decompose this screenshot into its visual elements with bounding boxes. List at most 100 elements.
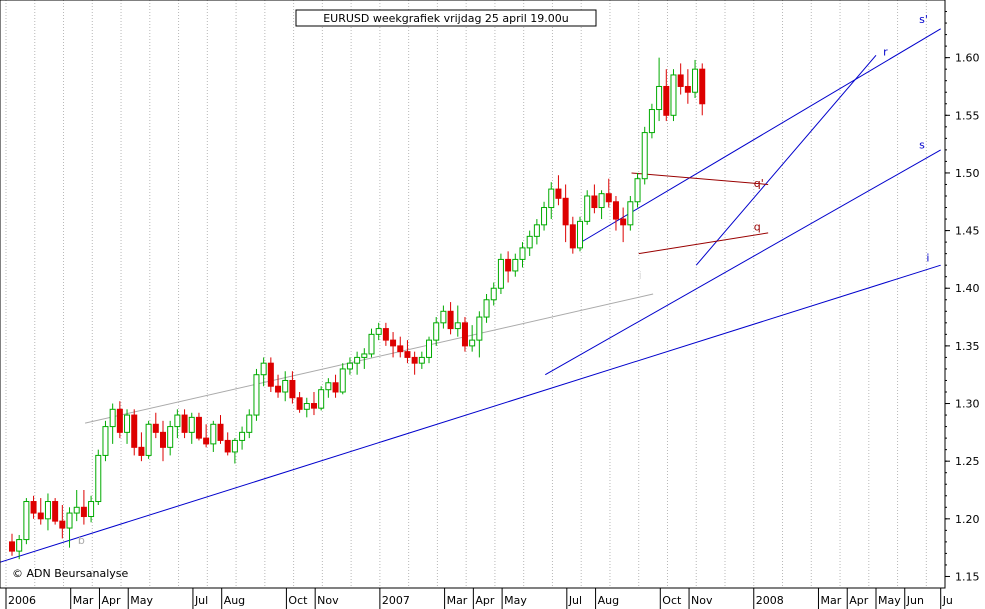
y-tick-label: 1.20 bbox=[955, 513, 980, 526]
candle-body bbox=[490, 287, 497, 301]
candle-body bbox=[526, 235, 533, 249]
candle-body bbox=[239, 431, 246, 441]
candle-body bbox=[620, 218, 627, 226]
candle-body bbox=[440, 310, 447, 324]
candle-body bbox=[375, 328, 382, 335]
candle-body bbox=[634, 178, 641, 203]
y-tick-label: 1.55 bbox=[955, 109, 980, 122]
y-tick-label: 1.50 bbox=[955, 167, 980, 180]
candle-body bbox=[310, 403, 317, 409]
y-tick-label: 1.15 bbox=[955, 570, 980, 583]
candle-body bbox=[131, 414, 138, 448]
trendline bbox=[545, 149, 941, 376]
candle-body bbox=[627, 201, 634, 226]
x-tick-label: Apr bbox=[849, 594, 869, 607]
trendline bbox=[695, 55, 877, 266]
line-label: q bbox=[754, 221, 761, 234]
candle-body bbox=[88, 501, 95, 518]
candle-body bbox=[548, 188, 555, 209]
trendline bbox=[580, 28, 941, 243]
candle-body bbox=[95, 454, 102, 503]
trendlines bbox=[0, 28, 941, 563]
candle-body bbox=[476, 316, 483, 341]
candle-body bbox=[677, 74, 684, 87]
candle-body bbox=[318, 389, 325, 409]
trendline bbox=[84, 293, 654, 424]
y-tick-label: 1.60 bbox=[955, 52, 980, 65]
candle-body bbox=[210, 423, 217, 445]
candle-body bbox=[569, 224, 576, 249]
candle-body bbox=[577, 220, 584, 249]
candle-body bbox=[354, 356, 361, 364]
candle-body bbox=[52, 501, 59, 522]
candle-body bbox=[217, 423, 224, 441]
line-label: b bbox=[78, 534, 85, 547]
x-tick-label: May bbox=[130, 594, 153, 607]
candle-body bbox=[282, 379, 289, 393]
grid bbox=[5, 0, 927, 588]
candle-body bbox=[656, 85, 663, 111]
x-axis: 2006 Mar Apr May Jul Aug Oct Nov 2007 Mar Apr May Ju… bbox=[5, 588, 953, 609]
candle-body bbox=[591, 195, 598, 209]
candle-body bbox=[145, 423, 152, 456]
x-tick-label: Jul bbox=[568, 594, 582, 607]
y-tick-label: 1.30 bbox=[955, 398, 980, 411]
candle-body bbox=[181, 414, 188, 433]
candle-body bbox=[555, 188, 562, 199]
candle-body bbox=[598, 193, 605, 209]
y-tick-label: 1.35 bbox=[955, 340, 980, 353]
candle-body bbox=[411, 356, 418, 364]
candle-body bbox=[167, 426, 174, 448]
candle-body bbox=[519, 247, 526, 260]
line-label: s' bbox=[919, 13, 928, 26]
candle-body bbox=[404, 351, 411, 358]
candle-body bbox=[224, 439, 231, 453]
x-tick-label: 2006 bbox=[8, 594, 36, 607]
candle-body bbox=[648, 109, 655, 134]
x-tick-label: Apr bbox=[475, 594, 495, 607]
x-tick-label: Nov bbox=[691, 594, 713, 607]
x-tick-label: Mar bbox=[447, 594, 468, 607]
candle-body bbox=[44, 501, 51, 520]
x-tick-label: Jun bbox=[906, 594, 924, 607]
candle-body bbox=[684, 85, 691, 93]
x-tick-label: Oct bbox=[662, 594, 682, 607]
candle-body bbox=[663, 85, 670, 116]
candle-body bbox=[454, 322, 461, 330]
candle-body bbox=[195, 416, 202, 439]
line-label: i bbox=[639, 269, 642, 282]
x-tick-label: 2008 bbox=[756, 594, 784, 607]
y-axis: 1.15 1.20 1.25 1.30 1.35 1.40 1.45 1.50 1.55 1.60 bbox=[945, 11, 980, 583]
candle-body bbox=[116, 408, 123, 433]
candle-body bbox=[325, 382, 332, 391]
candle-body bbox=[562, 197, 569, 226]
candle-body bbox=[138, 446, 145, 456]
x-tick-label: Aug bbox=[224, 594, 245, 607]
x-tick-label: Mar bbox=[820, 594, 841, 607]
candle-body bbox=[533, 224, 540, 237]
candle-body bbox=[16, 539, 23, 552]
candle-body bbox=[203, 437, 210, 445]
candle-body bbox=[505, 258, 512, 272]
candle-body bbox=[447, 310, 454, 330]
x-tick-label: Apr bbox=[101, 594, 121, 607]
x-tick-label: Jul bbox=[194, 594, 208, 607]
candle-body bbox=[59, 520, 66, 529]
candle-body bbox=[382, 328, 389, 341]
candle-body bbox=[73, 506, 80, 514]
x-tick-label: Oct bbox=[288, 594, 308, 607]
x-tick-label: Nov bbox=[317, 594, 339, 607]
x-tick-label: May bbox=[504, 594, 527, 607]
candle-body bbox=[469, 339, 476, 347]
line-labels: s' r s i q' q b i bbox=[78, 13, 929, 547]
plot-frame bbox=[0, 0, 946, 589]
candle-body bbox=[612, 201, 619, 220]
candle-body bbox=[23, 501, 30, 541]
x-tick-label: May bbox=[878, 594, 901, 607]
candle-body bbox=[66, 512, 73, 529]
candle-body bbox=[390, 339, 397, 347]
candle-body bbox=[512, 258, 519, 272]
candle-body bbox=[260, 362, 267, 376]
candle-body bbox=[102, 426, 109, 456]
